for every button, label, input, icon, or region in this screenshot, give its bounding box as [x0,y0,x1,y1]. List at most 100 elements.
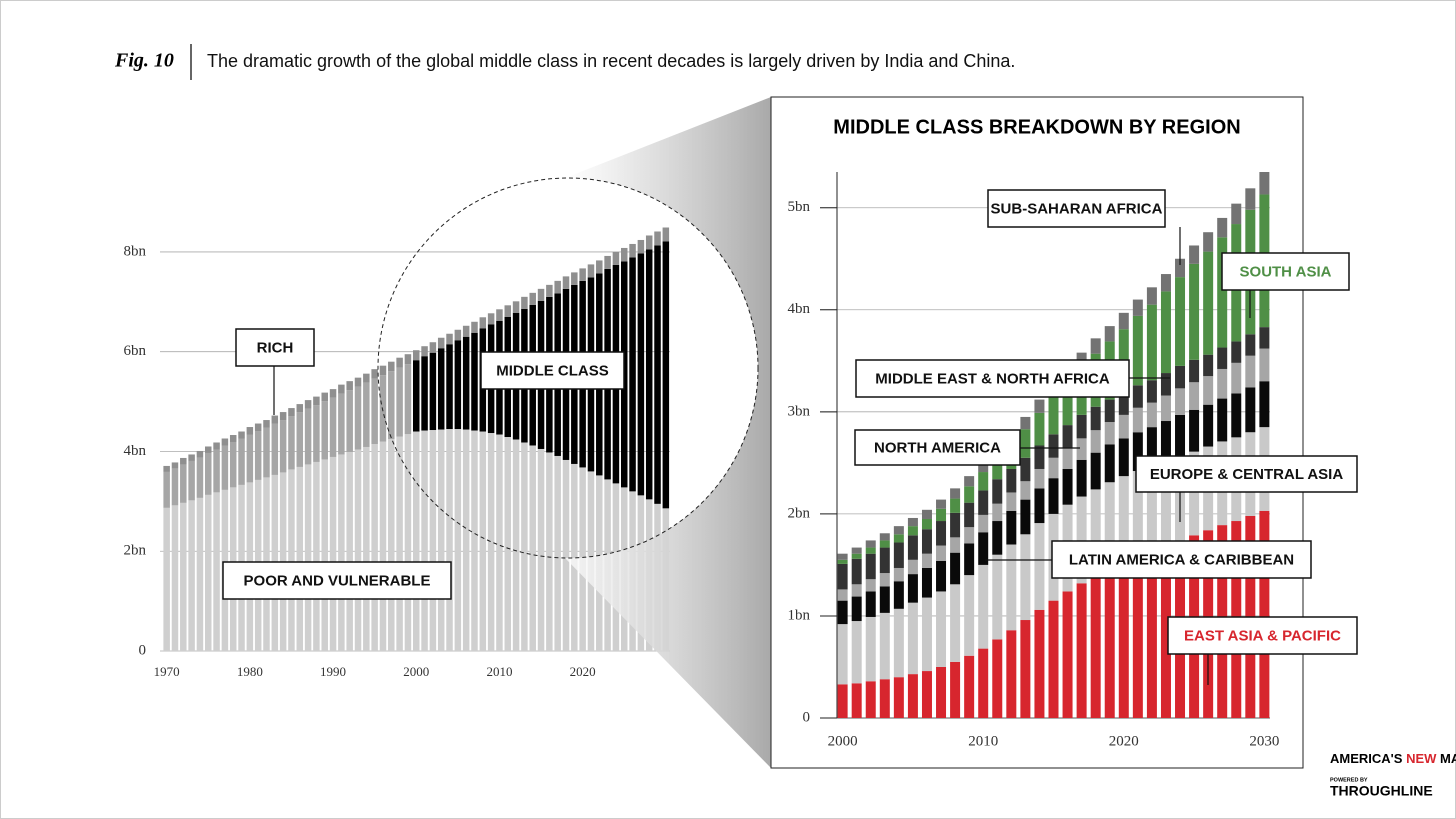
bar-segment [964,486,975,503]
series-label: MIDDLE EAST & NORTH AFRICA [875,370,1110,387]
x-tick-label: 1970 [154,664,180,679]
bar-segment [1146,427,1157,466]
bar-segment [1020,457,1031,482]
bar-segment [851,553,862,559]
bar-segment [879,679,890,718]
bar-segment [907,674,918,718]
bar-segment [893,608,904,678]
bar-segment [1020,429,1031,458]
bar-segment [354,449,362,651]
bar-segment [1048,396,1059,435]
bar-segment [936,545,947,561]
bar-segment [462,336,470,430]
bar-segment [188,460,195,501]
bar-segment [921,567,932,598]
bar-segment [454,329,462,341]
bar-segment [263,427,270,478]
label-box [1167,616,1358,655]
bar-segment [379,375,387,442]
bar-segment [865,540,876,548]
bar-segment [837,563,848,590]
bar-segment [1189,245,1200,264]
bar-segment [496,309,503,321]
bar-segment [879,573,890,587]
bar-segment [1090,575,1101,718]
bar-segment [1203,404,1214,447]
y-tick-label: 3bn [788,403,811,419]
bar-segment [1259,348,1270,382]
bar-segment [1231,362,1242,394]
x-tick-label: 2020 [570,664,596,679]
bar-segment [921,671,932,718]
bar-segment [837,559,848,564]
bar-segment [1076,459,1087,497]
bar-segment [1034,488,1045,524]
bar-segment [978,472,989,491]
bar-segment [1203,354,1214,377]
bar-segment [921,518,932,530]
bar-segment [304,400,312,409]
bar-segment [893,567,904,582]
bar-segment [1132,385,1143,408]
bar-segment [1189,263,1200,360]
logo: AMERICA'S NEW MAP [1330,751,1456,766]
bar-segment [893,526,904,535]
bar-segment [1132,471,1143,556]
bar-segment [1034,445,1045,469]
bar-segment [1062,448,1073,469]
bar-segment [180,457,187,465]
bar-segment [412,431,420,651]
bar-segment [907,602,918,675]
label-box [855,359,1130,398]
bar-segment [1231,341,1242,363]
bar-segment [1259,510,1270,718]
bar-segment [546,452,553,651]
bar-segment [1160,395,1171,422]
bar-segment [1076,438,1087,460]
bar-segment [346,451,353,651]
y-tick-label: 0 [803,709,811,725]
bar-segment [992,503,1003,522]
bar-segment [1160,291,1171,374]
bar-segment [964,655,975,718]
logo-word: NEW [1406,751,1437,766]
bar-segment [936,560,947,592]
bar-segment [1062,425,1073,449]
bar-segment [437,348,445,430]
bar-segment [1090,452,1101,490]
bar-segment [879,540,890,548]
bar-segment [1245,387,1256,433]
bar-segment [865,553,876,580]
zoom-wedge [565,97,771,768]
bar-segment [329,397,337,457]
logo-word: AMERICA'S [1330,751,1403,766]
subtitle: The dramatic growth of the global middle… [207,51,1015,71]
bar-segment [188,500,195,651]
bar-segment [1217,398,1228,442]
bar-segment [950,537,961,553]
bar-segment [454,340,462,430]
bar-segment [1048,478,1059,514]
bar-segment [421,356,428,431]
bar-segment [296,412,304,467]
bar-segment [504,437,512,651]
right-annotations: SUB-SAHARAN AFRICA SOUTH ASIA MIDDLE EAST … [854,189,1358,685]
bar-segment [313,396,320,406]
y-tick-label: 4bn [788,301,811,317]
bar-segment [338,454,345,651]
bar-segment [163,507,170,651]
bar-segment [321,401,328,460]
y-tick-label: 2bn [788,505,811,521]
bar-segment [196,450,204,458]
bar-segment [346,381,353,391]
bar-segment [213,442,220,450]
bar-segment [329,389,337,398]
bar-segment [1006,630,1017,718]
bar-segment [1104,444,1115,483]
bar-segment [379,365,387,376]
bar-segment [1118,312,1129,330]
bar-segment [950,488,961,499]
bar-segment [213,492,220,651]
bar-segment [346,390,353,452]
